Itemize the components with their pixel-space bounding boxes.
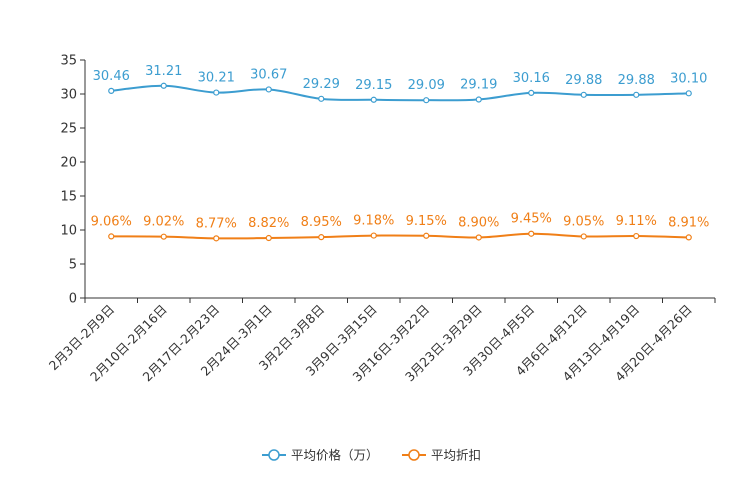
series-2-data-label: 9.11% — [616, 214, 657, 229]
series-2-data-label: 9.02% — [143, 215, 184, 230]
series-1-data-label: 31.21 — [145, 64, 182, 79]
series-2-data-label: 9.18% — [353, 214, 394, 229]
series-2-point — [318, 234, 325, 241]
series-2-data-label: 8.95% — [301, 215, 342, 230]
series-1-point — [265, 86, 272, 93]
y-tick-label: 10 — [60, 224, 77, 239]
series-2-point — [633, 232, 640, 240]
series-2-data-label: 9.05% — [563, 214, 604, 229]
series-1-point — [475, 96, 482, 103]
series-1-point — [580, 91, 587, 98]
series-1-point — [160, 82, 167, 89]
series-1-point — [213, 89, 220, 96]
y-tick-label: 0 — [69, 292, 77, 307]
series-2-point — [685, 234, 692, 241]
series-1-data-label: 29.09 — [408, 78, 445, 93]
series-1-point — [633, 91, 640, 98]
series-line-1 — [111, 84, 689, 102]
series-2-point — [213, 235, 220, 242]
series-1-point — [370, 96, 377, 103]
series-1-point — [528, 89, 535, 97]
series-2-data-label: 8.91% — [668, 215, 709, 230]
y-tick-label: 15 — [60, 190, 77, 205]
series-1-data-label: 29.88 — [618, 73, 655, 88]
series-1-data-label: 30.46 — [93, 69, 130, 84]
series-1-data-label: 30.21 — [198, 71, 235, 86]
series-2-data-label: 8.77% — [196, 216, 237, 231]
legend-label: 平均折扣 — [431, 448, 481, 463]
legend-circle-marker — [408, 449, 420, 461]
series-2-data-label: 9.45% — [511, 212, 552, 227]
series-2-point — [580, 233, 587, 240]
series-1-data-label: 29.19 — [460, 78, 497, 93]
series-1-point — [423, 97, 430, 104]
series-2-data-label: 8.90% — [458, 215, 499, 230]
series-1-data-label: 30.67 — [250, 67, 287, 82]
y-tick-label: 5 — [69, 258, 77, 273]
series-2-point — [528, 230, 535, 237]
y-tick-label: 20 — [60, 156, 77, 171]
series-1-data-label: 29.88 — [565, 73, 602, 88]
series-line-2 — [111, 232, 689, 240]
y-tick-label: 35 — [60, 54, 77, 69]
series-2-point — [370, 232, 377, 239]
series-1-point — [108, 87, 115, 94]
series-2-point — [423, 232, 430, 239]
series-1-data-label: 30.16 — [513, 71, 550, 86]
series-2-point — [108, 233, 115, 240]
y-tick-label: 30 — [60, 88, 77, 103]
series-2-data-label: 8.82% — [248, 216, 289, 231]
series-2-point — [160, 233, 167, 240]
series-1-data-label: 29.29 — [303, 77, 340, 92]
series-2-data-label: 9.15% — [406, 214, 447, 229]
series-1-data-label: 29.15 — [355, 78, 392, 93]
y-tick-label: 25 — [60, 122, 77, 137]
series-2-data-label: 9.06% — [91, 214, 132, 229]
series-1-point — [685, 90, 692, 97]
series-2-point — [265, 234, 272, 242]
legend-label: 平均价格（万） — [291, 448, 379, 463]
series-1-point — [318, 95, 325, 102]
legend: 平均价格（万） 平均折扣 — [262, 448, 481, 463]
legend-circle-marker — [268, 449, 280, 461]
series-2-point — [475, 234, 482, 241]
series-1-data-label: 30.10 — [670, 71, 707, 86]
